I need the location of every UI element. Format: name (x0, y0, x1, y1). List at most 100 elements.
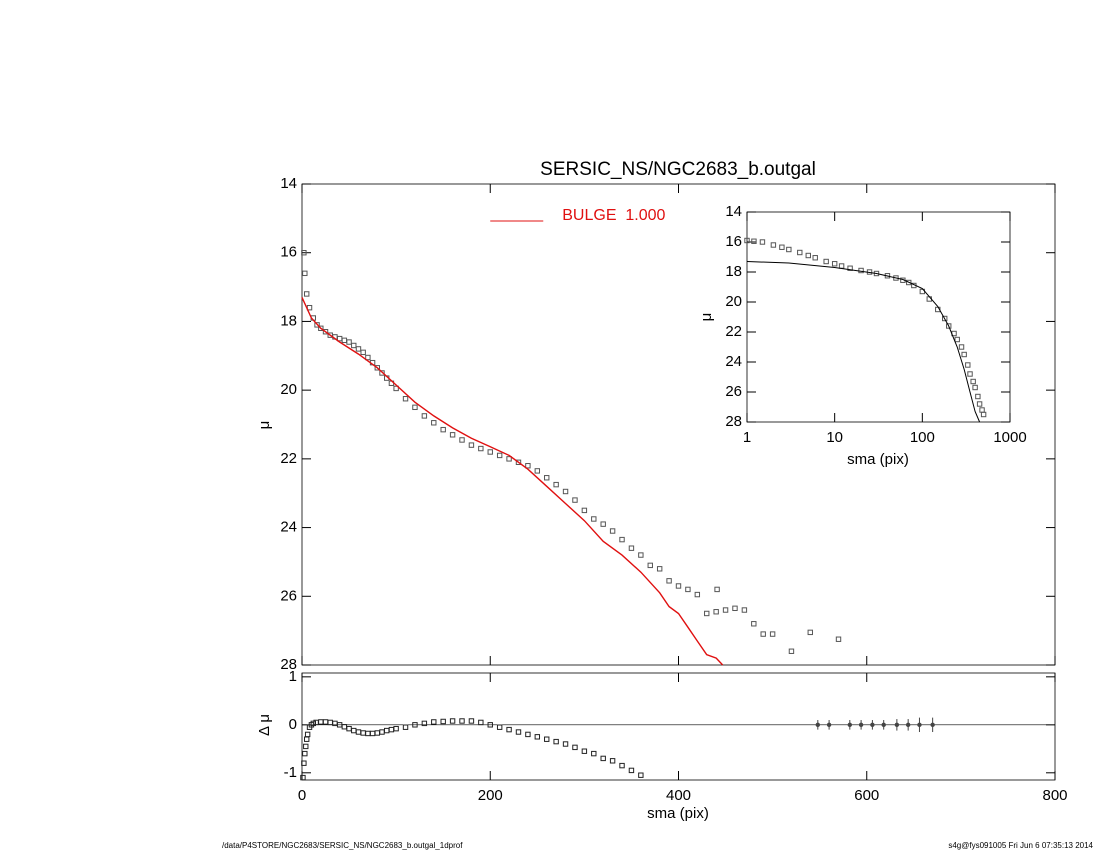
data-point (449, 718, 456, 724)
data-point (412, 404, 418, 411)
y-axis-label: μ (256, 421, 273, 430)
data-point (965, 362, 971, 368)
y-tick-label: 26 (280, 587, 297, 604)
y-tick-label: 28 (725, 413, 742, 430)
error-point (905, 722, 911, 728)
data-point (812, 255, 818, 261)
plot-frame (746, 211, 1011, 423)
data-point (534, 734, 541, 740)
y-axis-label: μ (698, 313, 715, 322)
error-point (826, 722, 832, 728)
data-point (412, 722, 418, 728)
data-point (506, 726, 512, 733)
data-point (402, 724, 409, 730)
data-point (468, 442, 475, 448)
data-point (304, 731, 311, 738)
x-tick-label: 100 (910, 429, 935, 446)
data-point (341, 724, 348, 730)
data-point (421, 413, 428, 419)
data-point (388, 726, 395, 733)
y-tick-label: 28 (280, 656, 297, 673)
x-axis-label: sma (pix) (647, 805, 709, 822)
data-point (302, 750, 308, 757)
footer-path: /data/P4STORE/NGC2683/SERSIC_NS/NGC2683_… (222, 841, 463, 850)
data-point (515, 459, 522, 465)
data-point (760, 631, 766, 637)
data-point (976, 401, 983, 407)
data-point (805, 252, 811, 259)
y-tick-label: 22 (280, 450, 297, 467)
data-point (459, 718, 465, 724)
data-point (449, 432, 456, 438)
data-point (572, 744, 578, 751)
model-line (301, 297, 724, 666)
data-point (609, 758, 616, 764)
data-point (600, 521, 606, 527)
data-point (379, 370, 385, 376)
data-point (685, 586, 691, 593)
data-point (619, 762, 625, 769)
x-tick-label: 600 (854, 787, 879, 804)
y-axis-label: Δ μ (256, 714, 273, 736)
data-point (431, 719, 437, 725)
x-tick-label: 200 (478, 787, 503, 804)
error-point (930, 722, 935, 728)
data-point (553, 481, 559, 488)
plot-frame (301, 672, 1056, 781)
data-point (967, 371, 973, 377)
data-point (961, 351, 967, 358)
data-point (694, 591, 701, 598)
data-point (303, 743, 309, 750)
y-tick-label: 22 (725, 323, 742, 340)
data-point (647, 562, 653, 569)
data-point (304, 736, 310, 742)
data-point (440, 718, 446, 725)
data-point (823, 258, 829, 265)
data-point (365, 730, 371, 737)
data-point (581, 748, 588, 754)
data-point (318, 325, 324, 332)
y-tick-label: 0 (289, 716, 297, 733)
data-point (544, 475, 550, 481)
data-point (534, 468, 541, 474)
data-point (369, 730, 376, 737)
data-point (360, 349, 366, 356)
data-point (972, 384, 978, 391)
data-point (351, 727, 357, 734)
y-tick-label: 20 (725, 293, 742, 310)
data-point (544, 736, 550, 742)
y-tick-label: 18 (280, 312, 297, 329)
chart-title: SERSIC_NS/NGC2683_b.outgal (540, 159, 816, 180)
data-point (302, 270, 308, 277)
data-point (314, 322, 320, 328)
error-point (847, 722, 853, 728)
data-point (714, 586, 720, 593)
data-point (786, 246, 792, 253)
data-point (487, 449, 493, 455)
y-tick-label: 26 (725, 383, 742, 400)
data-point (751, 621, 757, 627)
x-axis-label: sma (pix) (847, 451, 909, 468)
model-line (746, 261, 981, 423)
data-point (946, 323, 952, 329)
data-point (656, 566, 663, 572)
data-point (975, 393, 981, 400)
y-tick-label: 24 (725, 353, 742, 370)
data-point (300, 774, 306, 781)
data-point (301, 760, 307, 766)
data-point (980, 411, 987, 418)
data-point (468, 718, 475, 724)
y-tick-label: 14 (725, 203, 742, 220)
data-point (638, 772, 644, 778)
y-tick-label: 18 (725, 263, 742, 280)
data-point (496, 724, 503, 730)
data-point (402, 396, 409, 402)
data-point (591, 516, 597, 522)
x-tick-label: 400 (666, 787, 691, 804)
data-point (351, 342, 357, 349)
x-tick-label: 0 (298, 787, 306, 804)
error-point (881, 722, 886, 728)
x-tick-label: 10 (826, 429, 843, 446)
data-point (374, 730, 381, 736)
data-point (393, 385, 399, 392)
